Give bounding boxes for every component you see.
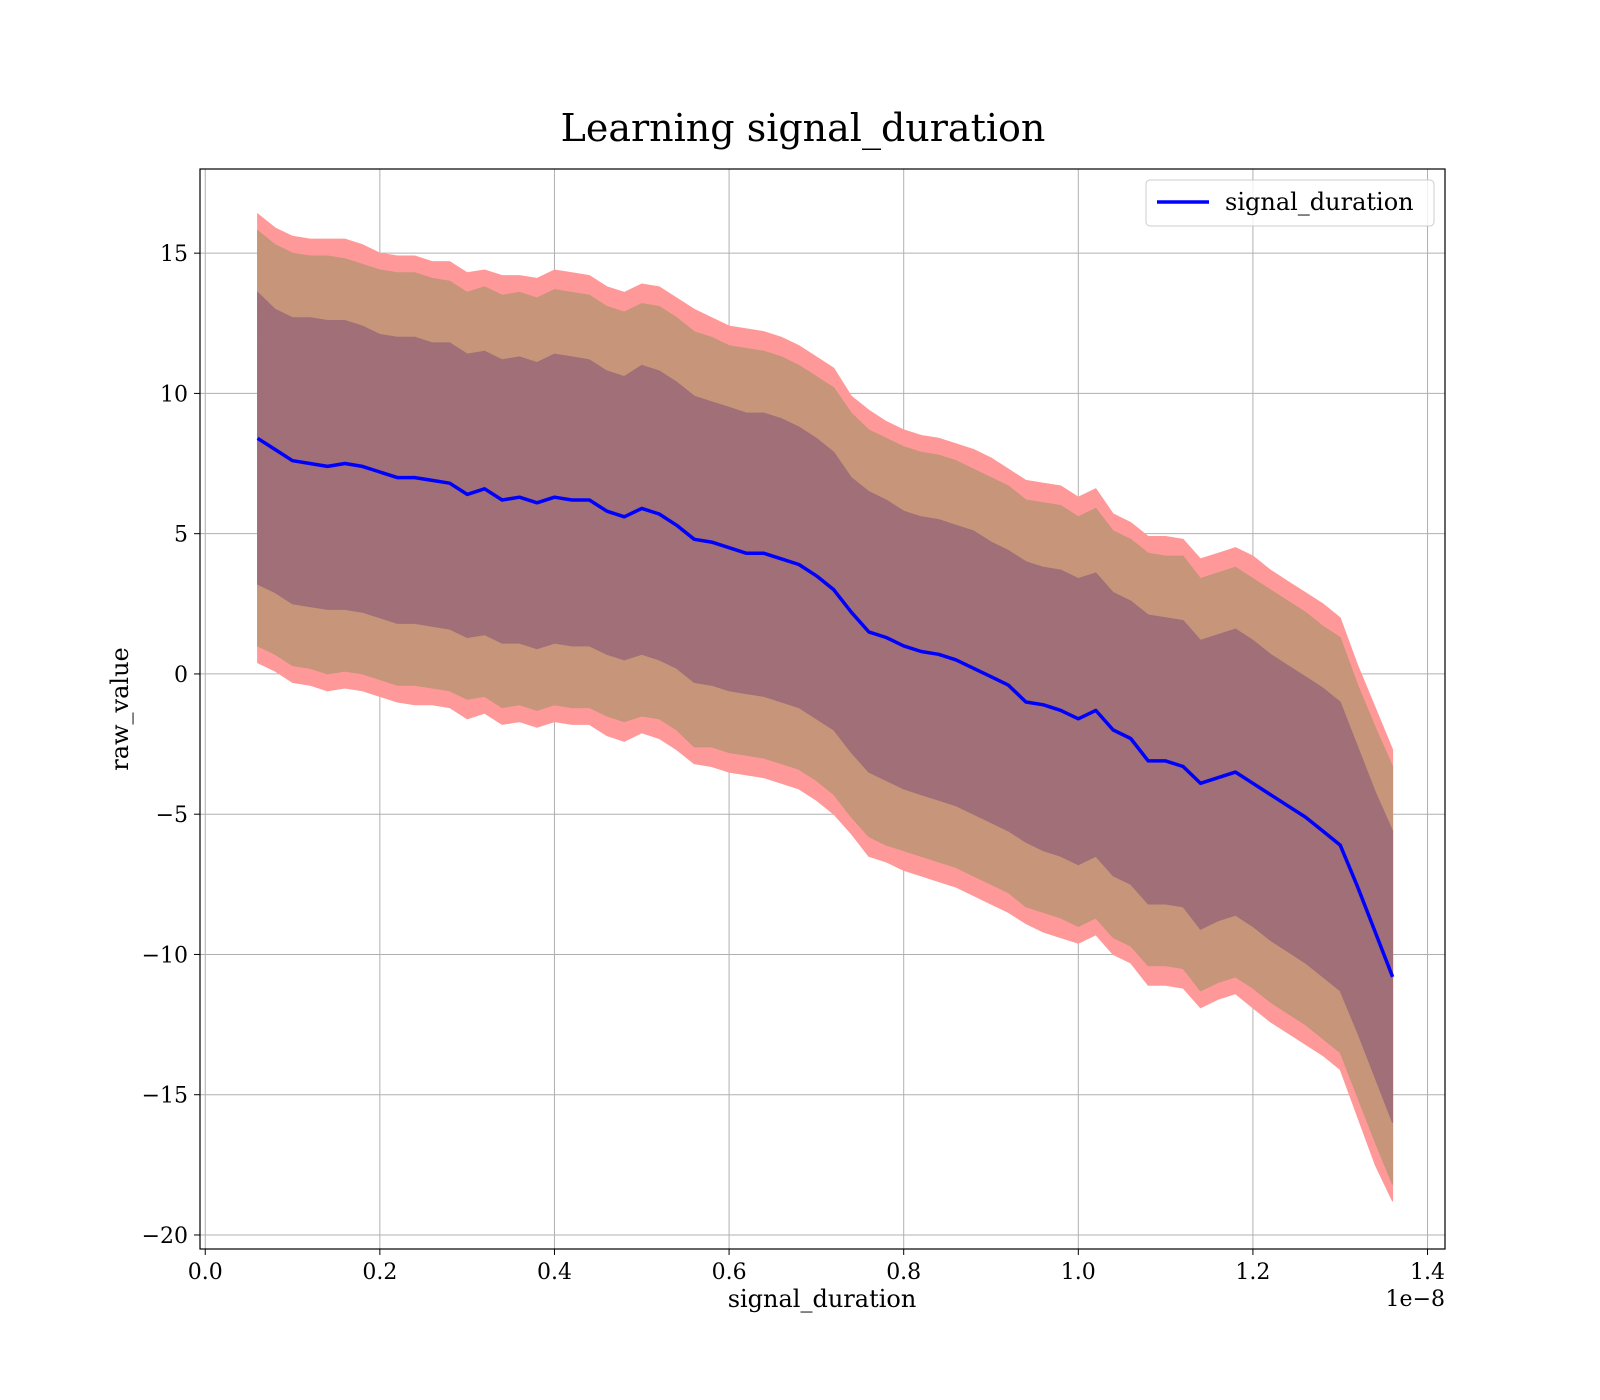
legend: signal_duration: [1145, 179, 1435, 227]
x-tick-label: 1.0: [1061, 1260, 1096, 1285]
tick-layer: 0.0 0.2 0.4 0.6 0.8 1.0 1.2 1.4 15 10 5 0 −5 −10 −15 −2…: [142, 242, 1445, 1285]
band-layer: [257, 212, 1394, 1202]
y-tick-label: −20: [142, 1224, 188, 1249]
line-layer: [256, 436, 1395, 978]
series-line-signal-duration: [256, 436, 1395, 978]
y-tick-label: 5: [174, 523, 188, 548]
x-tick-label: 0.4: [537, 1260, 572, 1285]
x-offset-label: 1e−8: [1386, 1287, 1445, 1312]
x-axis-label: signal_duration: [728, 1285, 917, 1313]
x-tick-label: 0.2: [362, 1260, 397, 1285]
legend-label-signal-duration: signal_duration: [1225, 188, 1414, 216]
chart-title: Learning signal_duration: [561, 106, 1046, 151]
y-tick-label: −10: [142, 943, 188, 968]
x-tick-label: 0.8: [886, 1260, 921, 1285]
y-tick-label: −5: [156, 803, 188, 828]
y-tick-label: 10: [160, 382, 188, 407]
x-tick-label: 0.6: [712, 1260, 747, 1285]
x-tick-label: 1.4: [1410, 1260, 1445, 1285]
y-tick-label: −15: [142, 1084, 188, 1109]
legend-box: [1145, 179, 1435, 227]
y-tick-label: 15: [160, 242, 188, 267]
plot-frame: [199, 168, 1446, 1250]
y-axis-label: raw_value: [106, 647, 134, 771]
x-tick-label: 1.2: [1235, 1260, 1270, 1285]
y-tick-label: 0: [174, 663, 188, 688]
x-tick-label: 0.0: [188, 1260, 223, 1285]
